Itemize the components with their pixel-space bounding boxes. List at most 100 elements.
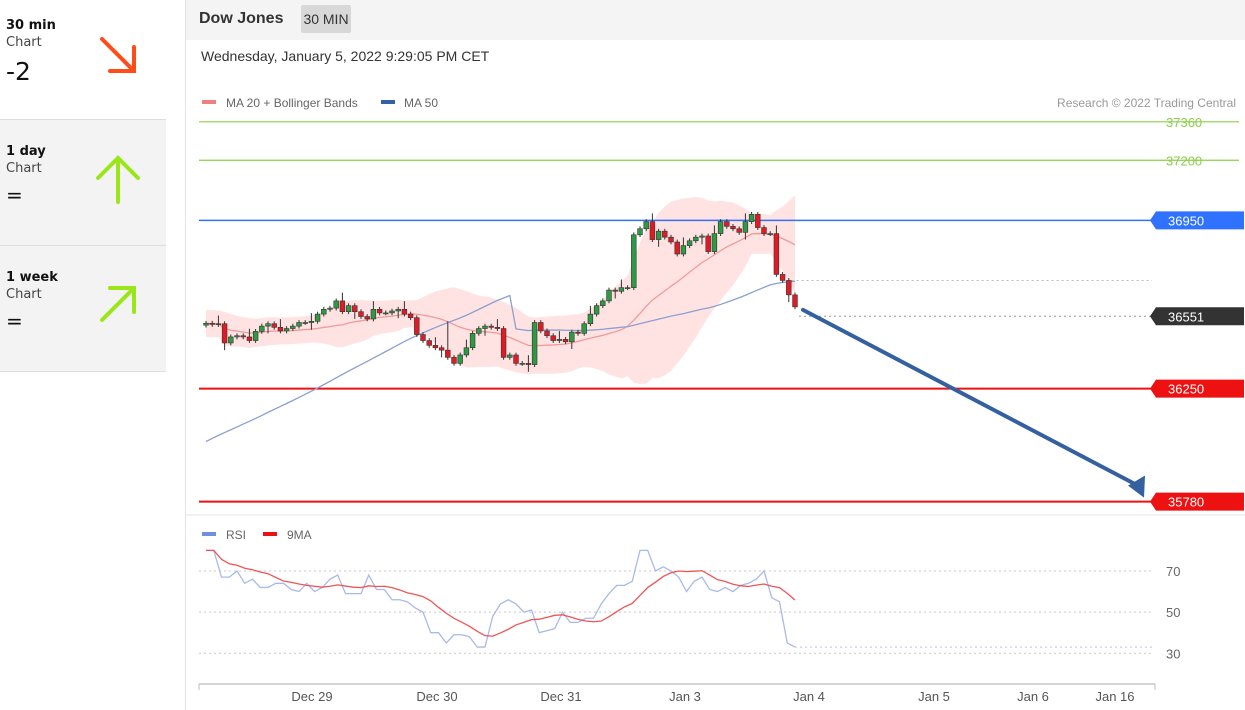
candle [668, 236, 674, 243]
legend-swatch-ma50 [381, 100, 395, 104]
candle [401, 308, 408, 315]
candle [290, 325, 296, 329]
legend-swatch-rsi [202, 532, 216, 536]
timeframe-sublabel: Chart [6, 287, 42, 302]
instrument-title: Dow Jones [199, 10, 284, 27]
x-tick-label: Jan 6 [1017, 689, 1049, 704]
timeframe-1week[interactable]: 1 week Chart = [0, 246, 166, 372]
timeframe-30min[interactable]: 30 min Chart -2 [0, 0, 166, 120]
candle [507, 354, 513, 358]
candle [370, 308, 377, 320]
candle [271, 323, 277, 328]
x-tick-label: Dec 31 [540, 689, 581, 704]
level-lines-layer [199, 121, 1239, 503]
candle [221, 323, 228, 344]
bollinger-band-layer [206, 195, 795, 385]
forecast-arrow [801, 307, 1140, 488]
panel-divider [185, 0, 186, 710]
candle [531, 322, 538, 365]
candle [513, 354, 519, 364]
x-tick-label: Dec 30 [416, 689, 457, 704]
moving-average-layer [205, 232, 796, 443]
candle [612, 289, 618, 292]
level-label-36950: 36950 [1168, 213, 1204, 228]
candle [699, 235, 705, 238]
candle [308, 321, 315, 323]
rsi-9ma-line [206, 549, 796, 637]
candle [259, 325, 265, 332]
candle [748, 214, 755, 222]
timeframe-1day[interactable]: 1 day Chart = [0, 120, 166, 246]
candle [581, 323, 587, 334]
x-tick-label: Jan 16 [1095, 689, 1134, 704]
level-badge-36950 [1150, 211, 1244, 230]
legend-layer: MA 20 + Bollinger Bands MA 50 Research ©… [202, 96, 1236, 110]
candle [352, 305, 358, 313]
timeframe-score: = [6, 183, 23, 207]
candle [240, 335, 246, 338]
candle [711, 233, 718, 252]
candle [593, 305, 600, 315]
x-tick-label: Jan 4 [793, 689, 825, 704]
candle [277, 327, 284, 332]
interval-badge[interactable]: 30 MIN [301, 5, 351, 33]
candle [364, 316, 370, 320]
down-right-arrow-icon [100, 37, 136, 73]
chart-header: Dow Jones 30 MIN [186, 0, 1245, 40]
candle [519, 363, 525, 365]
candles-layer [203, 211, 798, 372]
candle [215, 323, 222, 326]
level-label-35780: 35780 [1168, 495, 1204, 510]
candle [655, 230, 662, 240]
timeframe-label: 1 day [6, 144, 46, 159]
candle [228, 336, 234, 344]
candle [693, 236, 699, 242]
timeframe-sublabel: Chart [6, 161, 42, 176]
candle [500, 328, 507, 358]
candle [314, 313, 321, 322]
candle [494, 327, 501, 329]
candle [724, 221, 730, 227]
timeframe-sidebar: 30 min Chart -2 1 day Chart = 1 week Cha… [0, 0, 166, 372]
candle [562, 339, 569, 343]
candle [569, 331, 575, 343]
candle [556, 339, 563, 341]
level-badge-36250 [1150, 379, 1244, 398]
ma20-line [205, 232, 796, 347]
candle [302, 322, 308, 324]
timeframe-sublabel: Chart [6, 35, 42, 50]
candle [717, 221, 724, 234]
candle [469, 333, 476, 349]
rsi-tick-30: 30 [1166, 646, 1180, 661]
candle [209, 322, 215, 325]
candle [333, 300, 339, 309]
candle [600, 300, 606, 306]
forecast-arrow-layer [801, 307, 1145, 498]
rsi-line [206, 549, 796, 648]
candle [395, 308, 401, 312]
timeframe-label: 30 min [6, 18, 56, 33]
candle [345, 305, 352, 313]
copyright-text: Research © 2022 Trading Central [1057, 96, 1236, 110]
timeframe-score: = [6, 309, 23, 333]
candle [730, 226, 736, 230]
candle [358, 311, 364, 317]
x-tick-label: Jan 5 [918, 689, 950, 704]
candle [761, 227, 767, 234]
candle [438, 347, 445, 351]
candle [643, 221, 649, 230]
candle [779, 274, 786, 281]
candle [432, 345, 439, 349]
up-arrow-icon [96, 155, 140, 204]
candle [265, 323, 271, 327]
candle [407, 313, 414, 319]
candle [283, 328, 290, 332]
candle [482, 325, 488, 329]
x-axis: Dec 29 Dec 30 Dec 31 Jan 3 Jan 4 Jan 5 Jan 6 Ja… [198, 683, 1156, 704]
candle [575, 331, 581, 334]
ma50-line [205, 280, 796, 443]
legend-swatch-9ma [263, 532, 277, 536]
candle [457, 354, 463, 364]
candle [631, 234, 637, 288]
legend-ma50: MA 50 [404, 96, 438, 110]
